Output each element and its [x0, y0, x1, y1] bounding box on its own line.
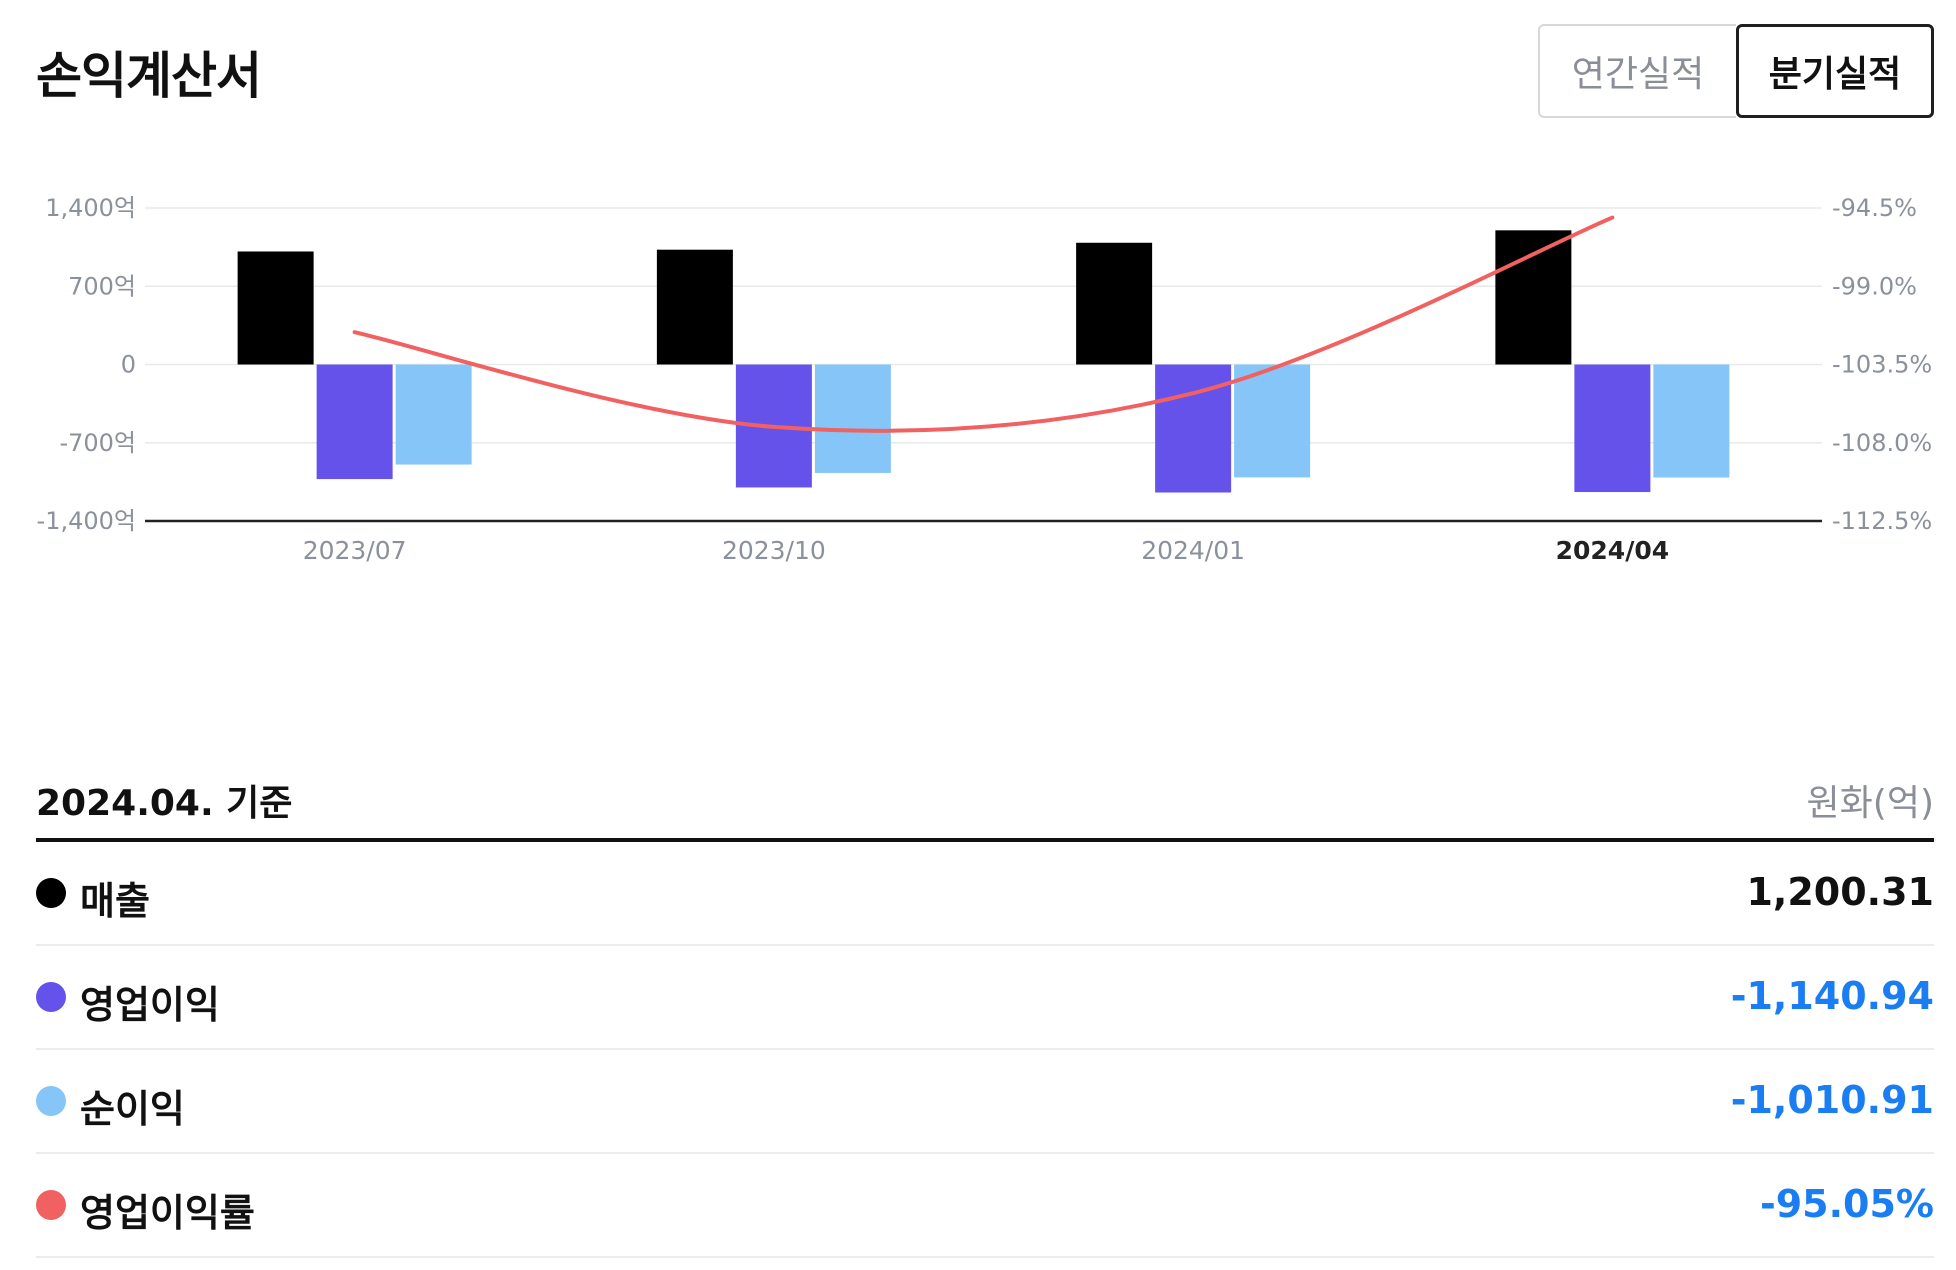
row-label: 영업이익률: [80, 1191, 255, 1235]
row-label: 영업이익: [80, 983, 220, 1027]
summary-row-net-income: 순이익 -1,010.91: [36, 1050, 1934, 1154]
margin-line: [352, 215, 1615, 433]
bar: [656, 249, 733, 365]
row-value: -95.05%: [1759, 1182, 1934, 1226]
y-tick-left: 1,400억: [45, 194, 136, 222]
row-label: 매출: [80, 879, 150, 923]
bar: [1574, 364, 1651, 493]
summary-row-operating-profit: 영업이익 -1,140.94: [36, 946, 1934, 1050]
summary-table: 2024.04. 기준 원화(억) 매출 1,200.31 영업이익 -1,14…: [36, 768, 1934, 1258]
summary-row-operating-margin: 영업이익률 -95.05%: [36, 1154, 1934, 1258]
x-tick-label: 2024/04: [1556, 536, 1670, 565]
bar: [1155, 364, 1232, 493]
tab-quarterly[interactable]: 분기실적: [1736, 24, 1934, 118]
y-tick-right: -108.0%: [1832, 429, 1932, 457]
x-tick-label: 2023/07: [303, 536, 407, 565]
income-chart: 1,400억 -94.5% 700억 -99.0% 0 -103.5% -700억 -108.…: [37, 194, 1933, 565]
bar: [1495, 230, 1572, 365]
y-tick-right: -112.5%: [1832, 507, 1932, 535]
legend-dot-operating-profit: [36, 982, 66, 1012]
x-tick-label: 2024/01: [1141, 536, 1245, 565]
bar: [316, 364, 393, 480]
summary-row-revenue: 매출 1,200.31: [36, 842, 1934, 946]
row-value: -1,140.94: [1730, 974, 1934, 1018]
y-tick-right: -94.5%: [1832, 194, 1917, 222]
margin-line-layer: [352, 215, 1615, 433]
y-tick-left: 0: [121, 351, 136, 379]
legend-dot-revenue: [36, 878, 66, 908]
x-tick-label: 2023/10: [722, 536, 826, 565]
period-toggle: 연간실적 분기실적: [1538, 24, 1934, 118]
tab-annual[interactable]: 연간실적: [1538, 24, 1736, 118]
legend-dot-operating-margin: [36, 1190, 66, 1220]
bar: [1076, 242, 1153, 365]
y-tick-right: -99.0%: [1832, 272, 1917, 300]
legend-dot-net-income: [36, 1086, 66, 1116]
bar: [237, 251, 314, 365]
y-tick-right: -103.5%: [1832, 351, 1932, 379]
bar: [1234, 364, 1311, 478]
row-value: -1,010.91: [1730, 1078, 1934, 1122]
bar: [395, 364, 472, 465]
row-label: 순이익: [80, 1087, 185, 1131]
summary-header: 2024.04. 기준 원화(억): [36, 768, 1934, 842]
basis-label: 2024.04. 기준: [36, 783, 293, 824]
y-tick-left: -700억: [59, 429, 136, 457]
page-title: 손익계산서: [36, 47, 262, 105]
unit-label: 원화(억): [1806, 783, 1934, 824]
bar: [814, 364, 891, 473]
y-tick-left: -1,400억: [37, 507, 136, 535]
row-value: 1,200.31: [1746, 870, 1934, 914]
axis-labels: 1,400억 -94.5% 700억 -99.0% 0 -103.5% -700억 -108.…: [37, 194, 1933, 565]
bar: [1653, 364, 1730, 478]
y-tick-left: 700억: [68, 272, 136, 300]
